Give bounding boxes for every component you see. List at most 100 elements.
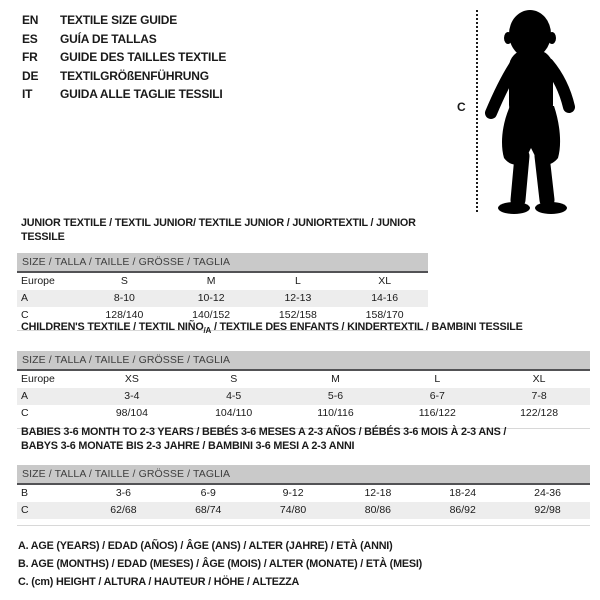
- table-row: C 62/68 68/74 74/80 80/86 86/92 92/98: [17, 502, 590, 519]
- table-row: C 128/140 140/152 152/158 158/170: [17, 307, 428, 324]
- row-value: 110/116: [317, 406, 354, 419]
- language-header: EN TEXTILE SIZE GUIDE ES GUÍA DE TALLAS FR GU…: [22, 11, 226, 104]
- title-text: BABIES 3-6 MONTH TO 2-3 YEARS / BEBÉS 3-…: [21, 426, 507, 438]
- row-label: C: [21, 406, 29, 419]
- language-row: FR GUIDE DES TAILLES TEXTILE: [22, 48, 226, 67]
- size-table-body: SIZE / TALLA / TAILLE / GRÖSSE / TAGLIA B…: [17, 465, 590, 526]
- height-dotted-line: [476, 10, 478, 212]
- language-row: ES GUÍA DE TALLAS: [22, 30, 226, 49]
- junior-textile-table: JUNIOR TEXTILE / TEXTIL JUNIOR/ TEXTILE …: [17, 217, 428, 331]
- row-value: 122/128: [520, 406, 559, 419]
- row-value: M: [206, 275, 216, 287]
- row-value: 80/86: [364, 504, 392, 516]
- row-value: 4-5: [226, 389, 242, 402]
- section-title: JUNIOR TEXTILE / TEXTIL JUNIOR/ TEXTILE …: [17, 217, 428, 244]
- row-value: 8-10: [113, 292, 135, 304]
- row-value: 62/68: [110, 504, 137, 516]
- row-value: 18-24: [449, 487, 477, 499]
- guide-title: TEXTILE SIZE GUIDE: [60, 13, 178, 27]
- row-label: A: [21, 292, 29, 304]
- row-value: XL: [532, 372, 546, 385]
- row-value: 14-16: [371, 292, 399, 304]
- footnote-line: C. (cm) HEIGHT / ALTURA / HAUTEUR / HÖHE…: [18, 576, 300, 588]
- title-text: / TEXTILE DES ENFANTS / KINDERTEXTIL / B…: [211, 321, 523, 333]
- guide-title: GUIDA ALLE TAGLIE TESSILI: [60, 87, 223, 101]
- row-label: A: [21, 389, 29, 402]
- row-value: 128/140: [105, 309, 144, 321]
- language-code: EN: [22, 13, 39, 27]
- row-label: B: [21, 487, 29, 499]
- size-header-bar: SIZE / TALLA / TAILLE / GRÖSSE / TAGLIA: [17, 350, 590, 371]
- size-header-bar: SIZE / TALLA / TAILLE / GRÖSSE / TAGLIA: [17, 465, 590, 485]
- row-label: Europe: [21, 275, 55, 287]
- baby-height-figure: C: [440, 0, 600, 220]
- language-row: EN TEXTILE SIZE GUIDE: [22, 11, 226, 30]
- row-label: Europe: [21, 372, 55, 385]
- row-value: 92/98: [534, 504, 561, 516]
- language-code: ES: [22, 31, 38, 46]
- table-row: B 3-6 6-9 9-12 12-18 18-24 24-36: [17, 485, 590, 502]
- row-value: 152/158: [278, 309, 317, 321]
- row-value: L: [294, 275, 301, 287]
- size-table-body: SIZE / TALLA / TAILLE / GRÖSSE / TAGLIA E…: [17, 350, 590, 429]
- childrens-textile-table: CHILDREN'S TEXTILE / TEXTIL NIÑO/A / TEX…: [17, 321, 590, 429]
- footnote-line: A. AGE (YEARS) / EDAD (AÑOS) / ÂGE (ANS)…: [18, 540, 393, 552]
- row-value: XS: [124, 372, 139, 385]
- row-value: 3-4: [124, 389, 140, 402]
- table-row: C 98/104 104/110 110/116 116/122 122/128: [17, 405, 590, 422]
- height-c-label: C: [457, 100, 466, 114]
- row-value: XL: [378, 275, 392, 287]
- baby-silhouette-icon: [485, 10, 575, 214]
- row-value: 74/80: [279, 504, 307, 516]
- row-value: L: [434, 372, 441, 385]
- title-text: /A: [203, 326, 212, 336]
- section-title: CHILDREN'S TEXTILE / TEXTIL NIÑO/A / TEX…: [17, 321, 590, 338]
- table-row: A 3-4 4-5 5-6 6-7 7-8: [17, 387, 590, 405]
- row-value: 5-6: [327, 389, 344, 402]
- legend-footnotes: A. AGE (YEARS) / EDAD (AÑOS) / ÂGE (ANS)…: [18, 537, 422, 591]
- row-value: 140/152: [192, 309, 231, 321]
- table-row: A 8-10 10-12 12-13 14-16: [17, 290, 428, 307]
- guide-title: GUIDE DES TAILLES TEXTILE: [60, 50, 227, 64]
- row-value: 12-18: [364, 487, 392, 499]
- row-value: 6-7: [429, 389, 445, 402]
- row-value: 116/122: [418, 406, 456, 419]
- language-code: IT: [22, 87, 33, 101]
- section-title-line: BABIES 3-6 MONTH TO 2-3 YEARS / BEBÉS 3-…: [21, 426, 590, 440]
- row-value: S: [120, 275, 128, 287]
- section-title-line: JUNIOR TEXTILE / TEXTIL JUNIOR/ TEXTILE …: [21, 217, 428, 244]
- row-value: 9-12: [282, 487, 304, 499]
- row-label: C: [21, 309, 29, 321]
- babies-textile-table: BABIES 3-6 MONTH TO 2-3 YEARS / BEBÉS 3-…: [17, 426, 590, 526]
- title-text: JUNIOR TEXTILE / TEXTIL JUNIOR/ TEXTILE …: [21, 217, 416, 243]
- row-value: 158/170: [365, 309, 404, 321]
- title-text: BABYS 3-6 MONATE BIS 2-3 JAHRE / BAMBINI…: [21, 439, 355, 452]
- guide-title: TEXTILGRÖßENFÜHRUNG: [60, 68, 209, 83]
- row-value: 3-6: [115, 487, 131, 499]
- section-title: BABIES 3-6 MONTH TO 2-3 YEARS / BEBÉS 3-…: [17, 426, 590, 453]
- row-value: 24-36: [534, 487, 561, 499]
- language-code: DE: [22, 68, 39, 83]
- language-row: DE TEXTILGRÖßENFÜHRUNG: [22, 67, 226, 86]
- size-header-bar: SIZE / TALLA / TAILLE / GRÖSSE / TAGLIA: [17, 253, 428, 273]
- row-label: C: [21, 504, 29, 516]
- table-row: Europe XS S M L XL: [17, 371, 590, 388]
- language-row: IT GUIDA ALLE TAGLIE TESSILI: [22, 85, 226, 104]
- size-table-body: SIZE / TALLA / TAILLE / GRÖSSE / TAGLIA E…: [17, 253, 428, 331]
- row-value: 6-9: [200, 487, 216, 499]
- table-row: Europe S M L XL: [17, 273, 428, 290]
- section-title-line: BABYS 3-6 MONATE BIS 2-3 JAHRE / BAMBINI…: [21, 440, 590, 454]
- row-value: 68/74: [195, 504, 222, 516]
- row-value: 86/92: [449, 504, 476, 516]
- row-value: 10-12: [197, 292, 225, 304]
- guide-title: GUÍA DE TALLAS: [60, 31, 157, 46]
- language-code: FR: [22, 50, 38, 64]
- section-title-line: CHILDREN'S TEXTILE / TEXTIL NIÑO/A / TEX…: [21, 321, 590, 338]
- row-value: 7-8: [531, 389, 547, 402]
- title-text: CHILDREN'S TEXTILE / TEXTIL NIÑO: [21, 321, 204, 333]
- row-value: 104/110: [215, 406, 253, 419]
- row-value: S: [230, 372, 238, 385]
- row-value: 12-13: [284, 292, 312, 304]
- row-value: 98/104: [115, 406, 148, 419]
